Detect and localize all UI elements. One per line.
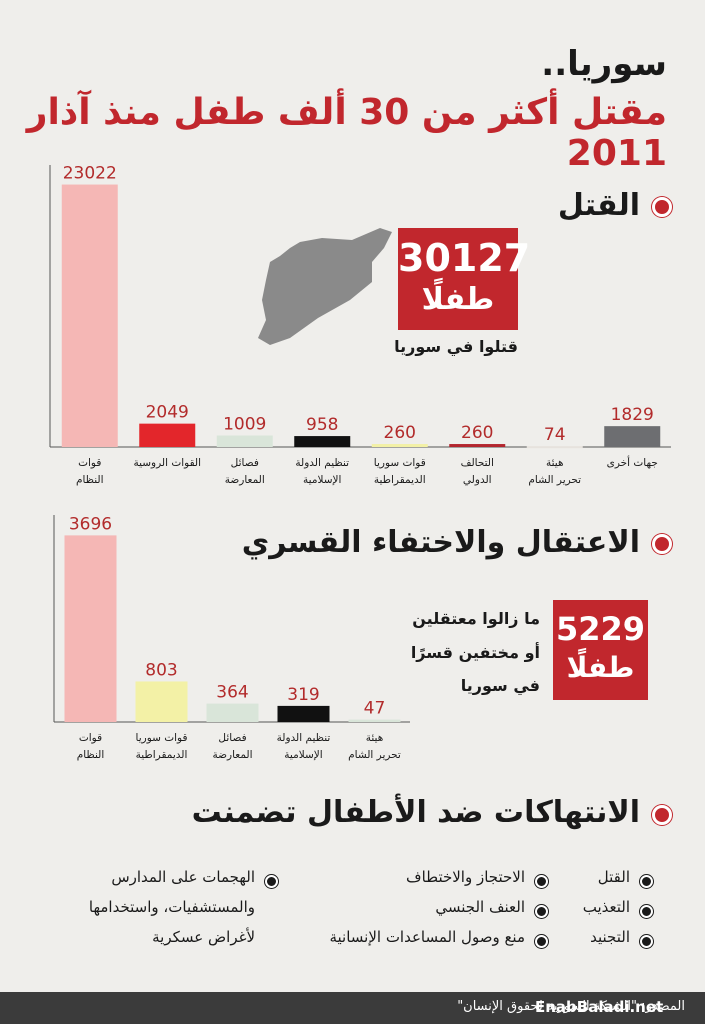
bar bbox=[526, 446, 583, 449]
brand: EnabBaladi.net bbox=[535, 998, 664, 1016]
bullet bbox=[535, 935, 548, 948]
x-tick-label: التحالف الدولي bbox=[460, 457, 494, 486]
caption-line: ما زالوا معتقلين bbox=[412, 609, 540, 628]
section-heading: الانتهاكات ضد الأطفال تضمنت bbox=[191, 795, 640, 830]
bullet bbox=[640, 875, 653, 888]
value-label: 958 bbox=[306, 415, 338, 435]
value-label: 260 bbox=[461, 423, 493, 443]
list-item: العنف الجنسي bbox=[435, 898, 525, 916]
list-item: الاحتجاز والاختطاف bbox=[406, 868, 525, 886]
x-tick-label: القوات الروسية bbox=[133, 457, 202, 469]
value-label: 74 bbox=[544, 425, 566, 445]
x-tick-label: قوات سوريا الديمقراطية bbox=[373, 457, 426, 486]
footer: المصدر: "الشبكة السورية لحقوق الإنسان" E… bbox=[0, 992, 705, 1024]
x-tick-label: تنظيم الدولة الإسلامية bbox=[276, 732, 331, 761]
x-tick-label: قوات النظام bbox=[75, 457, 104, 486]
list-item: الهجمات على المدارس والمستشفيات، واستخدا… bbox=[88, 868, 255, 946]
value-label: 47 bbox=[364, 699, 386, 719]
bullet bbox=[535, 875, 548, 888]
section-dot bbox=[652, 534, 672, 554]
bullet bbox=[265, 875, 278, 888]
bar bbox=[61, 184, 118, 447]
x-tick-label: هيئة تحرير الشام bbox=[348, 732, 401, 761]
bar bbox=[294, 436, 351, 447]
bar bbox=[277, 705, 330, 722]
bullet bbox=[640, 905, 653, 918]
bar bbox=[206, 703, 259, 722]
total-box: 30127 طفلًا bbox=[398, 228, 531, 330]
total-unit: طفلًا bbox=[566, 651, 635, 684]
section-dot bbox=[652, 197, 672, 217]
section-dot bbox=[652, 805, 672, 825]
value-label: 1009 bbox=[223, 414, 266, 434]
caption-line: في سوريا bbox=[460, 676, 540, 696]
bullet bbox=[640, 935, 653, 948]
bullet bbox=[535, 905, 548, 918]
x-tick-label: قوات النظام bbox=[76, 732, 105, 761]
value-label: 2049 bbox=[146, 403, 189, 423]
bar bbox=[604, 426, 661, 447]
total-box: 5229 طفلًا bbox=[553, 600, 648, 700]
list-item: منع وصول المساعدات الإنسانية bbox=[329, 928, 525, 946]
x-tick-label: فصائل المعارضة bbox=[224, 457, 265, 486]
subtitle: مقتل أكثر من 30 ألف طفل منذ آذار 2011 bbox=[26, 92, 667, 174]
bar bbox=[139, 423, 196, 447]
value-label: 364 bbox=[216, 683, 248, 703]
syria-map bbox=[258, 228, 392, 345]
x-tick-label: فصائل المعارضة bbox=[212, 732, 253, 761]
total-caption: ما زالوا معتقلين أو مختفين قسرًا في سوري… bbox=[411, 602, 540, 703]
total-caption: قتلوا في سوريا bbox=[394, 337, 518, 356]
list-item: القتل bbox=[597, 868, 630, 886]
source: المصدر: "الشبكة السورية لحقوق الإنسان" bbox=[457, 999, 685, 1014]
total-number: 30127 bbox=[398, 236, 531, 280]
value-label: 260 bbox=[384, 423, 416, 443]
total-number: 5229 bbox=[555, 610, 646, 648]
section-heading: القتل bbox=[557, 188, 640, 223]
bar bbox=[135, 681, 188, 722]
title: سوريا.. bbox=[541, 44, 667, 84]
bar bbox=[216, 435, 273, 447]
list-item: التجنيد bbox=[590, 928, 630, 946]
value-label: 803 bbox=[145, 660, 177, 680]
bar bbox=[64, 535, 117, 722]
bar bbox=[449, 444, 506, 447]
bar bbox=[371, 444, 428, 447]
x-tick-label: جهات أخرى bbox=[606, 457, 658, 469]
value-label: 23022 bbox=[63, 164, 117, 184]
total-unit: طفلًا bbox=[421, 282, 495, 317]
bar bbox=[348, 719, 401, 722]
x-tick-label: تنظيم الدولة الإسلامية bbox=[295, 457, 350, 486]
x-tick-label: هيئة تحرير الشام bbox=[528, 457, 582, 486]
value-label: 1829 bbox=[611, 405, 654, 425]
value-label: 319 bbox=[287, 685, 319, 705]
section-heading: الاعتقال والاختفاء القسري bbox=[241, 525, 640, 560]
caption-line: أو مختفين قسرًا bbox=[410, 642, 540, 662]
list-item: التعذيب bbox=[582, 898, 630, 916]
x-tick-label: قوات سوريا الديمقراطية bbox=[135, 732, 188, 761]
value-label: 3696 bbox=[69, 514, 112, 534]
